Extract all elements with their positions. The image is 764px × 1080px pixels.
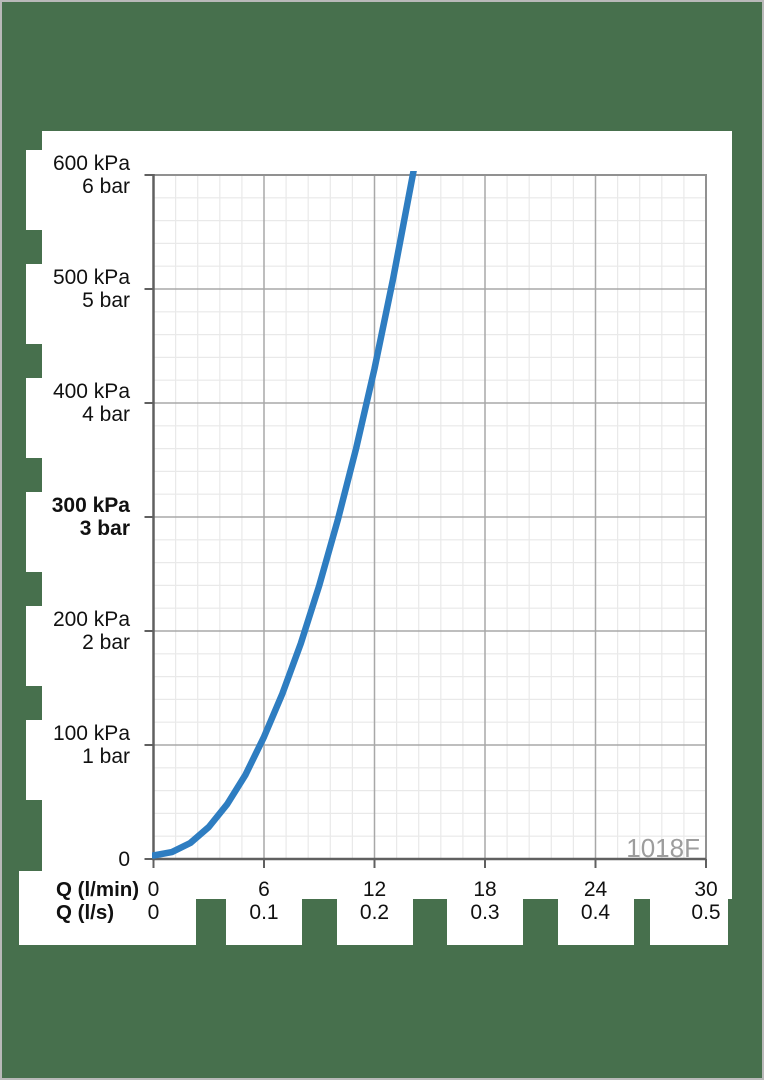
x-axis-label-tab-0	[19, 871, 196, 945]
y-label-bar-line: 3 bar	[79, 517, 130, 540]
x-axis-tick-lmin-18: 18	[473, 878, 497, 901]
x-axis-label-tab-30	[650, 899, 728, 945]
y-axis-label-200kpa: 200 kPa 2 bar	[53, 608, 130, 654]
x-axis-caption-lmin: Q (l/min)	[56, 878, 140, 901]
x-axis-tick-lmin-6: 6	[258, 878, 270, 901]
x-axis-tick-ls-0.4: 0.4	[580, 901, 611, 924]
pressure-loss-curve	[152, 171, 417, 859]
y-label-bar-line: 5 bar	[82, 289, 130, 312]
x-axis-label-tab-6	[226, 899, 302, 945]
x-axis-tick-lmin-12: 12	[362, 878, 387, 901]
y-label-bar-line: 4 bar	[82, 403, 130, 426]
y-axis-label-tab-100	[26, 720, 43, 800]
y-axis-label-tab-400	[26, 378, 43, 458]
y-axis-label-300kpa: 300 kPa 3 bar	[52, 494, 130, 540]
y-axis-label-0: 0	[118, 848, 130, 871]
x-axis-tick-ls-0.5: 0.5	[691, 901, 721, 924]
y-label-kpa-line: 500 kPa	[52, 266, 130, 289]
x-axis-tick-lmin-0: 0	[147, 878, 160, 901]
y-axis-label-600kpa: 600 kPa 6 bar	[53, 152, 130, 198]
y-label-kpa-line: 400 kPa	[52, 380, 130, 403]
y-axis-label-tab-200	[26, 606, 43, 686]
y-label-kpa-line: 300 kPa	[51, 494, 130, 517]
x-axis-caption-ls: Q (l/s)	[56, 901, 115, 924]
x-axis-tick-ls-0.2: 0.2	[359, 901, 390, 924]
y-label-bar-line: 2 bar	[82, 631, 130, 654]
x-axis-tick-lmin-30: 30	[694, 878, 718, 901]
x-axis-label-tab-18	[447, 899, 523, 945]
x-axis-label-tab-24	[557, 899, 634, 945]
y-label-kpa-line: 600 kPa	[52, 152, 130, 175]
y-label-kpa-line: 100 kPa	[52, 722, 130, 745]
y-axis-label-tab-300	[26, 492, 43, 572]
x-axis-tick-ls-0: 0	[147, 901, 160, 924]
y-axis-label-400kpa: 400 kPa 4 bar	[53, 380, 130, 426]
y-axis-label-tab-600	[26, 150, 43, 230]
y-axis-label-500kpa: 500 kPa 5 bar	[53, 266, 130, 312]
x-axis-tick-ls-0.1: 0.1	[249, 901, 279, 924]
y-axis-label-100kpa: 100 kPa 1 bar	[53, 722, 130, 768]
y-label-bar-line: 1 bar	[82, 745, 130, 768]
x-axis-tick-ls-0.3: 0.3	[470, 901, 500, 924]
y-label-bar-line: 6 bar	[82, 175, 130, 198]
x-axis-label-tab-12	[336, 899, 413, 945]
y-label-kpa-line: 200 kPa	[52, 608, 130, 631]
y-axis-label-tab-500	[26, 264, 43, 344]
chart-code-annotation: 1018F	[626, 833, 700, 863]
x-axis-tick-lmin-24: 24	[583, 878, 608, 901]
